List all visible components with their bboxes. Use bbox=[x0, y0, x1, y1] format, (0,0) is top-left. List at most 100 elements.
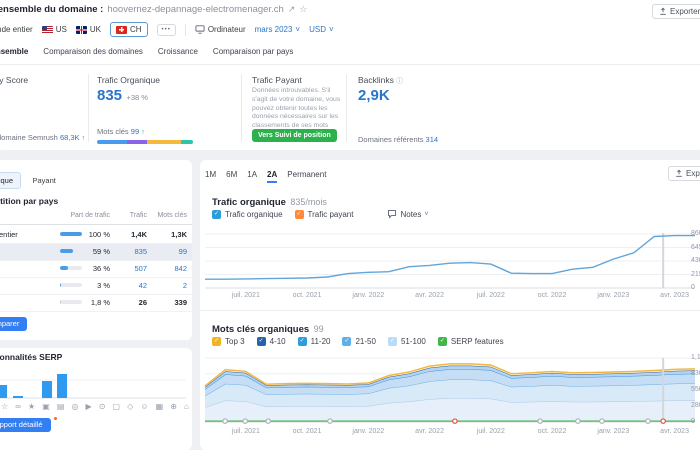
x-axis-label: avr. 2022 bbox=[415, 292, 444, 299]
col-mots-cles[interactable]: Mots clés bbox=[157, 212, 187, 219]
info-icon[interactable]: ⓘ bbox=[396, 78, 404, 85]
tab-croissance[interactable]: Croissance bbox=[157, 47, 198, 56]
metric-divider bbox=[346, 74, 347, 142]
legend-checkbox[interactable]: ✓ bbox=[297, 337, 307, 346]
legend-item[interactable]: ✓ 4-10 bbox=[256, 337, 286, 346]
legend-label: SERP features bbox=[450, 337, 504, 346]
intent-bar-segment bbox=[181, 140, 193, 144]
db-us[interactable]: US bbox=[41, 25, 67, 34]
db-ch-label: CH bbox=[129, 25, 142, 34]
serp-feature-icon: ▶ bbox=[85, 402, 92, 411]
country-row-world[interactable]: Monde entier 100 % 1,4K 1,3K bbox=[0, 226, 192, 243]
notes-control[interactable]: Notes ˅ bbox=[387, 209, 428, 219]
keywords-count[interactable]: 99 bbox=[178, 247, 187, 256]
legend-item[interactable]: ✓ SERP features bbox=[437, 337, 504, 346]
country-label: Monde entier bbox=[0, 230, 18, 239]
period-6m[interactable]: 6M bbox=[226, 170, 238, 179]
keywords-value[interactable]: 99 bbox=[130, 127, 140, 136]
db-ch-selected[interactable]: CH bbox=[109, 22, 148, 37]
traffic-value[interactable]: 507 bbox=[134, 264, 147, 273]
serp-feature-icon: ▢ bbox=[112, 402, 121, 411]
db-worldwide-label: Monde entier bbox=[0, 25, 33, 34]
authority-footer: Trafic de domaine Semrush 68,3K ↑ bbox=[0, 133, 85, 142]
share-value: 59 % bbox=[92, 247, 110, 256]
legend-checkbox[interactable]: ✓ bbox=[437, 337, 447, 346]
legend-item[interactable]: ✓ 21-50 bbox=[342, 337, 376, 346]
country-row-others[interactable]: 1,8 % 26 339 bbox=[0, 294, 192, 311]
db-us-label: US bbox=[55, 25, 67, 34]
legend-checkbox[interactable]: ✓ bbox=[212, 337, 221, 346]
period-1a[interactable]: 1A bbox=[247, 170, 258, 179]
legend-item[interactable]: ✓ Top 3 bbox=[212, 337, 245, 346]
currency-selector[interactable]: USD ˅ bbox=[309, 25, 334, 34]
tab-comparaison-pays[interactable]: Comparaison par pays bbox=[212, 47, 294, 56]
tab-comparaison-domaines[interactable]: Comparaison des domaines bbox=[43, 47, 143, 56]
country-row[interactable]: 36 % 507 842 bbox=[0, 260, 192, 277]
external-link-icon[interactable]: ↗ bbox=[287, 4, 296, 14]
tab-payant[interactable]: Payant bbox=[32, 176, 56, 185]
export-icon bbox=[676, 169, 682, 177]
legend-checkbox[interactable]: ✓ bbox=[342, 337, 352, 346]
x-axis-label: juil. 2021 bbox=[231, 292, 260, 299]
device-selector[interactable]: Ordinateur bbox=[195, 25, 246, 34]
db-worldwide[interactable]: Monde entier bbox=[0, 25, 33, 34]
metric-divider bbox=[241, 74, 242, 142]
detailed-report-button[interactable]: Voir le rapport détaillé bbox=[0, 418, 51, 432]
metric-divider bbox=[88, 74, 89, 142]
organic-traffic-value-row: 835 +38 % bbox=[97, 87, 148, 105]
organic-chart-subtitle: 835/mois bbox=[290, 197, 327, 207]
period-1m[interactable]: 1M bbox=[205, 170, 217, 179]
legend-label: 4-10 bbox=[269, 337, 286, 346]
country-row-ch[interactable]: 59 % 835 99 bbox=[0, 243, 192, 260]
keywords-chart-title-row: Mots clés organiques 99 bbox=[212, 319, 324, 337]
legend-item[interactable]: ✓ Trafic payant bbox=[294, 209, 354, 219]
date-selector[interactable]: mars 2023 ˅ bbox=[255, 25, 300, 34]
legend-checkbox[interactable]: ✓ bbox=[387, 337, 397, 346]
domain-link[interactable]: hoovernez-depannage-electromenager.ch bbox=[107, 4, 284, 15]
chevron-down-icon: ˅ bbox=[424, 210, 429, 218]
compare-button[interactable]: Comparer bbox=[0, 317, 28, 331]
organic-chart-title: Trafic organique bbox=[212, 197, 286, 208]
organic-traffic-value[interactable]: 835 bbox=[97, 87, 123, 104]
db-uk[interactable]: UK bbox=[75, 25, 101, 34]
organic-keywords-stacked-chart[interactable] bbox=[200, 356, 700, 426]
traffic-share-bar bbox=[60, 232, 82, 236]
filter-divider bbox=[184, 23, 186, 36]
keywords-chart-title: Mots clés organiques bbox=[212, 324, 310, 335]
traffic-value[interactable]: 835 bbox=[134, 247, 147, 256]
keywords-count[interactable]: 2 bbox=[182, 281, 187, 290]
period-2a-selected[interactable]: 2A bbox=[267, 170, 278, 183]
keywords-label: Mots clés bbox=[97, 127, 129, 136]
legend-label: Trafic payant bbox=[307, 209, 354, 219]
chart-export-button[interactable]: Exporter bbox=[668, 166, 700, 181]
legend-item[interactable]: ✓ 11-20 bbox=[297, 337, 330, 346]
export-icon bbox=[660, 7, 666, 15]
x-axis-label: avr. 2023 bbox=[660, 292, 689, 299]
x-axis-label: janv. 2023 bbox=[597, 292, 630, 299]
position-tracking-button[interactable]: Vers Suivi de position bbox=[252, 129, 337, 142]
period-permanent[interactable]: Permanent bbox=[287, 170, 327, 179]
organic-traffic-line-chart[interactable] bbox=[200, 230, 700, 292]
share-value: 100 % bbox=[88, 230, 110, 239]
traffic-value[interactable]: 42 bbox=[138, 281, 147, 290]
tab-organique[interactable]: Organique bbox=[0, 172, 22, 189]
keywords-count[interactable]: 842 bbox=[174, 264, 187, 273]
legend-checkbox[interactable]: ✓ bbox=[256, 337, 266, 346]
backlinks-value[interactable]: 2,9K bbox=[358, 87, 390, 104]
col-trafic[interactable]: Trafic bbox=[129, 212, 147, 219]
country-row[interactable]: 3 % 42 2 bbox=[0, 277, 192, 294]
serp-feature-icon: ★ bbox=[28, 402, 36, 411]
legend-checkbox[interactable]: ✓ bbox=[294, 209, 304, 219]
y-axis-label: 430 bbox=[691, 257, 700, 264]
legend-item[interactable]: ✓ Trafic organique bbox=[212, 209, 283, 219]
tab-vue-densemble[interactable]: Vue d'ensemble bbox=[0, 47, 29, 56]
desktop-icon bbox=[195, 25, 205, 34]
legend-checkbox[interactable]: ✓ bbox=[212, 209, 221, 219]
legend-item[interactable]: ✓ 51-100 bbox=[387, 337, 426, 346]
semrush-traffic-value[interactable]: 68,3K bbox=[59, 133, 80, 142]
more-databases-button[interactable]: ••• bbox=[156, 23, 176, 36]
keywords-chart-legend: ✓ Top 3 ✓ 4-10 ✓ 11-20 ✓ 21-50 ✓ 51-100 ✓ SERP feat… bbox=[212, 337, 504, 346]
referring-domains-value[interactable]: 314 bbox=[425, 135, 439, 144]
favorite-star-icon[interactable]: ☆ bbox=[299, 4, 308, 14]
export-button[interactable]: Exporter bbox=[652, 4, 700, 19]
